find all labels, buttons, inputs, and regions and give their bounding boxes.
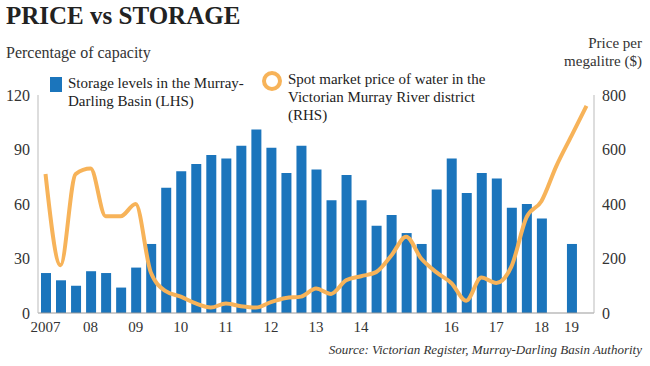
svg-text:13: 13 — [309, 319, 324, 335]
svg-text:200: 200 — [602, 250, 626, 267]
svg-text:120: 120 — [8, 87, 30, 104]
svg-text:10: 10 — [173, 319, 188, 335]
html-text:Spot market price of water in: Spot market price of water in the Victor… — [288, 71, 486, 123]
svg-text:0: 0 — [22, 305, 30, 322]
html-text:Source: Victorian Register, Mu: Source: Victorian Register, Murray-Darli… — [328, 342, 642, 357]
svg-text:600: 600 — [602, 141, 626, 158]
svg-text:400: 400 — [602, 196, 626, 213]
svg-text:30: 30 — [14, 250, 30, 267]
svg-text:18: 18 — [534, 319, 549, 335]
svg-text:16: 16 — [444, 319, 460, 335]
svg-text:14: 14 — [354, 319, 370, 335]
svg-text:60: 60 — [14, 196, 30, 213]
html-text:Price per megalitre ($): Price per megalitre ($) — [564, 35, 642, 69]
svg-text:800: 800 — [602, 87, 626, 104]
html-text:Percentage of capacity: Percentage of capacity — [6, 44, 151, 61]
svg-text:19: 19 — [564, 319, 579, 335]
html-text:Storage levels in the Murray-D: Storage levels in the Murray-Darling Bas… — [68, 75, 244, 109]
svg-text:90: 90 — [14, 141, 30, 158]
svg-text:09: 09 — [128, 319, 143, 335]
svg-text:12: 12 — [263, 319, 278, 335]
svg-text:0: 0 — [602, 305, 610, 322]
svg-text:08: 08 — [83, 319, 98, 335]
html-text:PRICE vs STORAGE: PRICE vs STORAGE — [6, 2, 241, 29]
svg-text:2007: 2007 — [31, 319, 62, 335]
svg-text:17: 17 — [489, 319, 505, 335]
svg-text:11: 11 — [219, 319, 233, 335]
